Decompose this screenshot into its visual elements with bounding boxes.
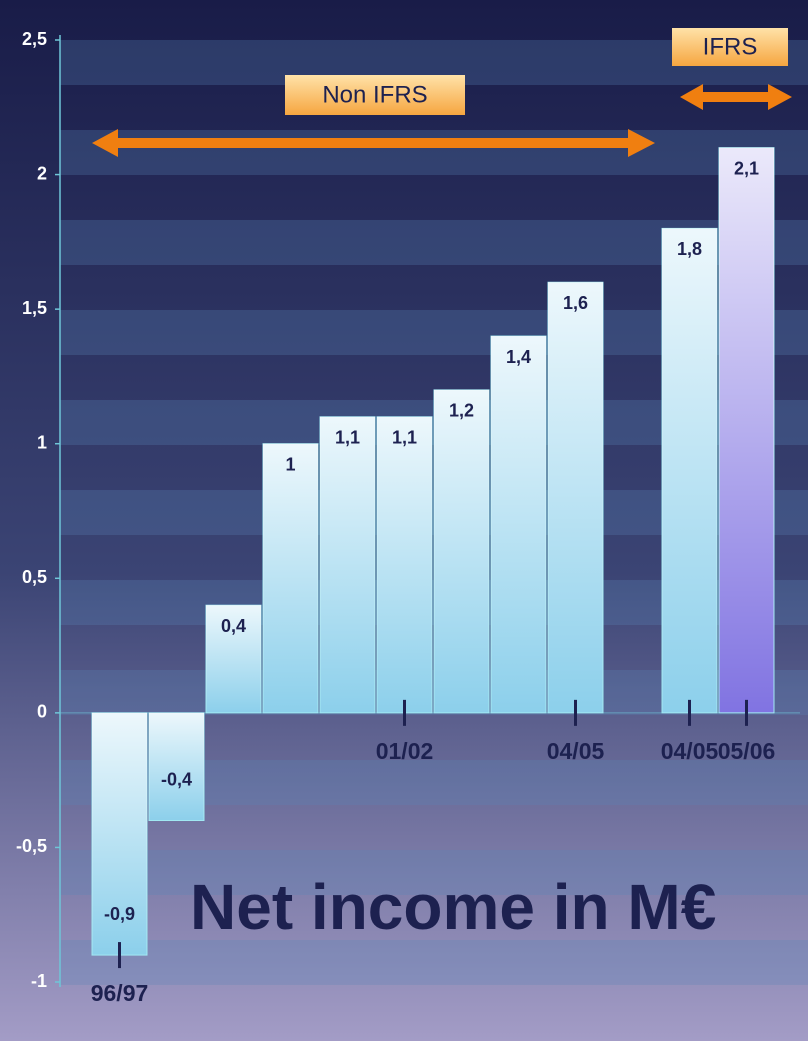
stripe	[60, 940, 808, 985]
bar-shine	[719, 147, 774, 713]
stripe	[60, 850, 808, 895]
y-tick-label: 0,5	[22, 567, 47, 587]
arrow	[92, 129, 655, 157]
value-label: 1	[285, 454, 295, 474]
value-label: -0,4	[161, 769, 192, 789]
bar-shine	[149, 712, 204, 821]
bar-shine	[548, 282, 603, 713]
y-tick-label: -1	[31, 971, 47, 991]
bar-shine	[263, 443, 318, 713]
y-tick-label: 1,5	[22, 298, 47, 318]
bar-shine	[206, 605, 261, 713]
stripe	[60, 130, 808, 175]
value-label: -0,9	[104, 904, 135, 924]
y-tick-label: 2,5	[22, 29, 47, 49]
y-tick-label: 1	[37, 432, 47, 452]
bar-shine	[662, 228, 717, 713]
value-label: 1,1	[335, 428, 360, 448]
plot: -1 -0,5 0 0,5 1 1,5 2 2,5 -0,9 96/97 -0,4 0,4 1 1,1 1,…	[16, 29, 800, 1006]
annotation-box	[285, 75, 465, 115]
ifrs-annotation: IFRS	[672, 28, 792, 110]
value-label: 0,4	[221, 616, 246, 636]
value-label: 1,6	[563, 293, 588, 313]
x-tick-label: 04/05	[661, 738, 719, 764]
y-tick-label: 0	[37, 702, 47, 722]
x-tick-label: 05/06	[718, 738, 776, 764]
x-tick-label: 01/02	[376, 738, 434, 764]
value-label: 2,1	[734, 158, 759, 178]
x-tick-label: 96/97	[91, 980, 149, 1006]
y-tick-label: -0,5	[16, 836, 47, 856]
value-label: 1,4	[506, 347, 531, 367]
bar-shine	[434, 389, 489, 713]
x-tick-label: 04/05	[547, 738, 605, 764]
arrow	[680, 84, 792, 110]
annotation-box	[672, 28, 788, 66]
chart-title: Net income in M€	[190, 871, 716, 943]
bar-shine	[320, 416, 375, 713]
bar-shine	[92, 712, 147, 956]
value-label: 1,8	[677, 239, 702, 259]
value-label: 1,2	[449, 401, 474, 421]
annotation: Non IFRS	[322, 81, 427, 108]
non-ifrs-annotation: Non IFRS	[92, 75, 655, 157]
bar-shine	[491, 336, 546, 713]
bar-shine	[377, 416, 432, 713]
annotation: IFRS	[703, 33, 758, 60]
y-tick-label: 2	[37, 163, 47, 183]
value-label: 1,1	[392, 428, 417, 448]
